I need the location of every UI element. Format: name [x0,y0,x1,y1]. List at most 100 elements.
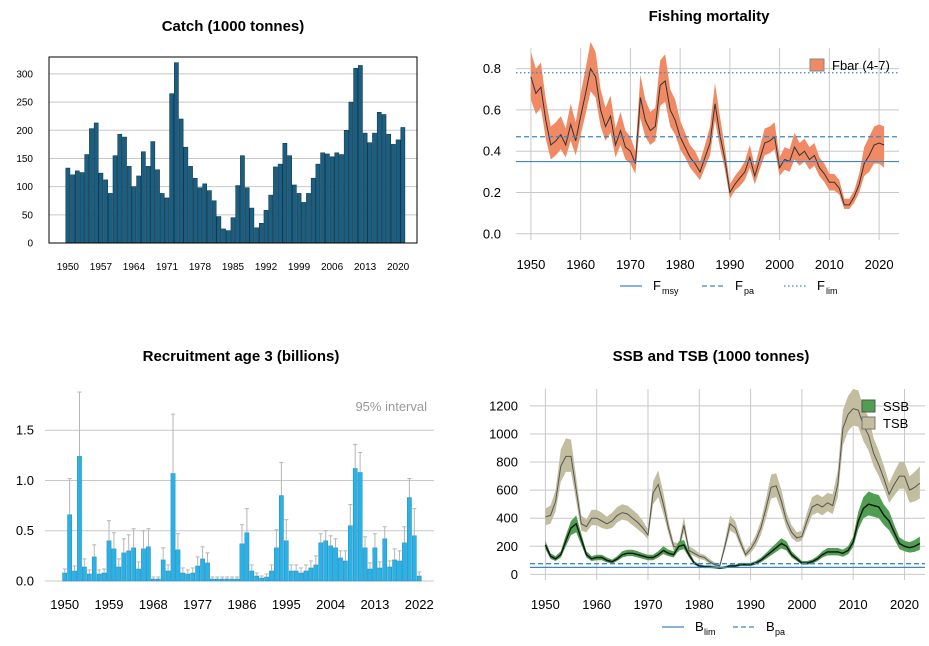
catch-bar [221,228,226,244]
f-x-tick-label: 2010 [815,257,844,272]
recruitment-bar [67,514,72,582]
catch-bar [306,193,311,244]
ssb-tsb-panel: SSB and TSB (1000 tonnes) 0 200 400 600 800 1… [489,348,925,637]
catch-bar [292,184,297,244]
ssb-x-axis: 1950 1960 1970 1980 1990 2000 2010 2020 [531,597,919,612]
catch-bar [211,200,217,244]
catch-bar [112,155,118,244]
catch-bar [183,146,189,244]
f-legend-label-pa: F [735,278,743,293]
catch-bar [192,177,198,244]
ssb-y-tick-label: 400 [496,511,518,526]
fbar-line [530,67,885,206]
catch-bar [381,114,387,244]
recruitment-bar [416,575,422,582]
ssb-legend-label-lim: B [695,619,704,634]
recruitment-bar [116,566,122,582]
catch-bar [225,230,231,244]
catch-bar [334,152,340,244]
recruitment-bar [377,567,383,582]
recruitment-bar [397,560,402,582]
catch-y-tick-label: 100 [16,182,33,193]
recruitment-bar [303,570,309,582]
catch-bar [164,197,170,244]
catch-bar [325,153,330,244]
f-x-tick-label: 2000 [765,257,794,272]
recruitment-bar [338,557,343,582]
f-x-tick-label: 1980 [666,257,695,272]
catch-x-tick-label: 1957 [90,262,113,273]
recruitment-bar [91,556,97,582]
catch-bar [136,175,141,244]
recruitment-y-tick-label: 0.5 [16,523,34,538]
f-y-tick-label: 0.2 [483,185,501,200]
catch-y-tick-label: 300 [16,69,33,80]
catch-bar [258,223,264,244]
recruitment-bar [111,548,117,582]
recruitment-bar [141,548,146,582]
catch-bar [235,185,241,244]
recruitment-bar [96,573,102,582]
catch-bar [65,167,71,244]
ssb-y-axis: 0 200 400 600 800 1000 1200 [489,398,518,582]
recruitment-bar [333,547,338,582]
catch-bar [386,133,392,244]
catch-x-tick-label: 2020 [387,262,410,273]
catch-bar [296,193,302,244]
f-series [530,41,885,209]
ssb-legend-label: SSB [883,399,909,414]
ssb-line [544,503,921,569]
recruitment-bar [180,572,186,582]
recruitment-bar [215,578,220,582]
fishing-mortality-panel: Fishing mortality 0.00.20.40.60.8 1950 19… [483,8,899,296]
recruitment-bar [264,576,269,582]
f-x-tick-label: 1970 [616,257,645,272]
catch-bar [400,127,406,244]
catch-y-tick-label: 250 [16,98,33,109]
recruitment-y-tick-label: 1.0 [16,473,34,488]
recruitment-title: Recruitment age 3 (billions) [143,348,340,365]
catch-bar [277,163,283,244]
catch-y-axis: 0 50 100 150 200 250 300 [16,69,33,249]
recruitment-bar [195,565,200,582]
recruitment-bar [175,549,181,582]
ssb-y-tick-label: 800 [496,455,518,470]
ssb-y-tick-label: 0 [511,567,518,582]
f-x-tick-label: 1990 [715,257,744,272]
recruitment-bar [259,577,264,582]
catch-bar [273,166,278,244]
catch-bar [145,166,151,244]
catch-y-tick-label: 0 [27,239,33,250]
catch-bar [287,155,292,244]
recruitment-panel: Recruitment age 3 (billions) 0.0 0.5 1.0 1.… [16,348,434,612]
recruitment-bar [352,468,358,582]
catch-bar [108,193,113,244]
catch-bar [202,183,208,244]
f-y-axis: 0.0 0.2 0.4 0.6 0.8 [483,61,501,241]
catch-bar [174,62,179,244]
f-legend-label-lim: F [817,278,825,293]
f-x-tick-label: 2020 [865,257,894,272]
catch-bar [240,155,245,244]
recruitment-bar [362,547,368,582]
recruitment-bar [234,578,240,582]
recruitment-bar [224,578,230,582]
recruitment-bar [210,578,215,582]
catch-bar [301,202,307,244]
catch-bar [376,111,382,244]
recruitment-x-tick-label: 2004 [316,597,345,612]
recruitment-bar [155,578,161,582]
recruitment-bar [244,532,250,582]
f-y-tick-label: 0.0 [483,226,501,241]
fbar-legend-swatch [809,58,825,72]
catch-bar [263,210,269,244]
catch-bar [315,163,321,244]
ssb-tsb-series [544,389,921,569]
recruitment-y-tick-label: 0.0 [16,574,34,589]
catch-bars [65,62,406,244]
catch-x-tick-label: 1978 [189,262,212,273]
catch-bar [131,186,137,244]
catch-bar [254,227,259,244]
